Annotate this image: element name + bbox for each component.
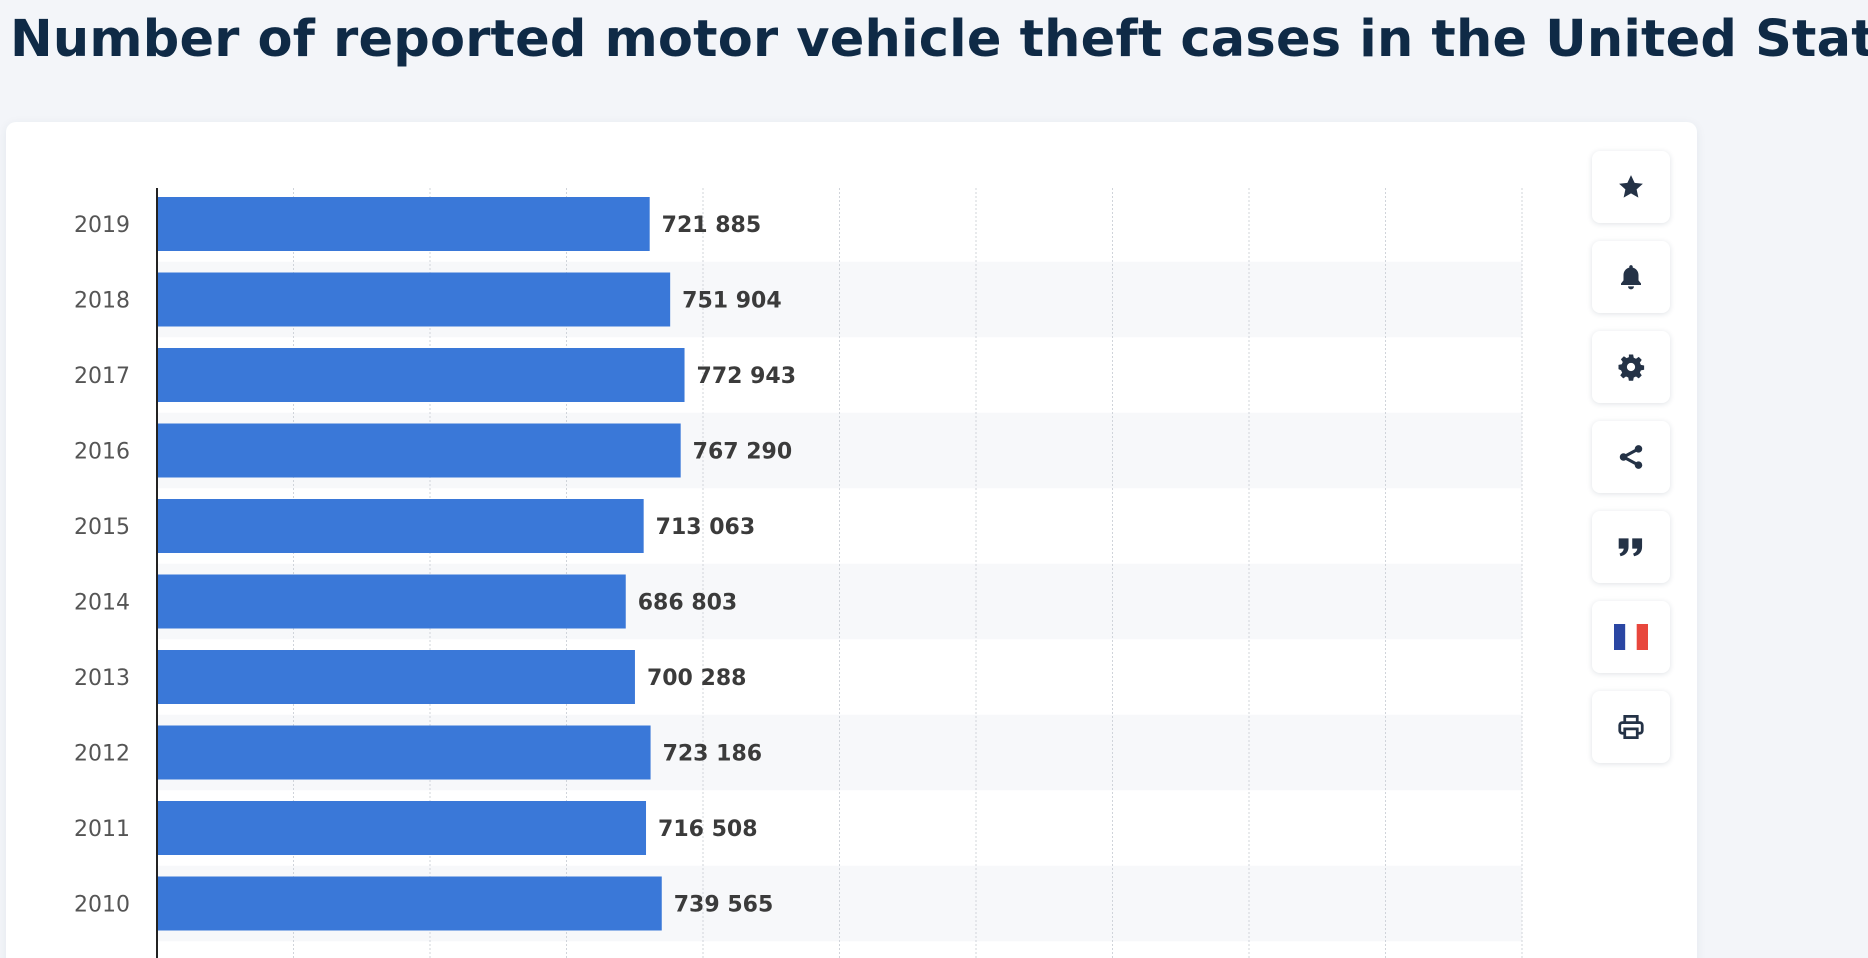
category-label: 2014 [74, 591, 130, 616]
bar-2018 [157, 272, 671, 327]
bar-2014 [157, 574, 626, 629]
bar-2015 [157, 499, 644, 553]
value-label: 700 288 [647, 666, 747, 691]
category-label: 2015 [74, 515, 130, 540]
value-label: 721 885 [662, 213, 762, 238]
value-label: 686 803 [638, 591, 738, 616]
category-label: 2019 [74, 213, 130, 238]
notifications-button[interactable] [1592, 241, 1670, 313]
gear-icon [1616, 352, 1646, 382]
language-button[interactable] [1592, 601, 1670, 673]
category-label: 2013 [74, 666, 130, 691]
cite-button[interactable] [1592, 511, 1670, 583]
value-label: 772 943 [697, 364, 797, 389]
category-label: 2016 [74, 440, 130, 465]
category-label: 2018 [74, 289, 130, 314]
value-label: 723 186 [663, 742, 763, 767]
bell-icon [1616, 262, 1646, 292]
share-icon [1616, 442, 1646, 472]
bar-2017 [157, 348, 685, 402]
star-icon [1616, 172, 1646, 202]
bar-2013 [157, 650, 635, 704]
bar-2010 [157, 876, 662, 931]
category-label: 2010 [74, 893, 130, 918]
print-button[interactable] [1592, 691, 1670, 763]
category-label: 2011 [74, 817, 130, 842]
share-button[interactable] [1592, 421, 1670, 493]
category-label: 2017 [74, 364, 130, 389]
bar-2012 [157, 725, 651, 780]
value-label: 716 508 [658, 817, 758, 842]
settings-button[interactable] [1592, 331, 1670, 403]
favorite-button[interactable] [1592, 151, 1670, 223]
category-label: 2012 [74, 742, 130, 767]
value-label: 751 904 [682, 289, 782, 314]
value-label: 713 063 [656, 515, 756, 540]
french-flag-icon [1614, 624, 1648, 650]
quote-icon [1615, 532, 1647, 562]
page-title: Number of reported motor vehicle theft c… [10, 10, 1868, 69]
value-label: 739 565 [674, 893, 774, 918]
print-icon [1616, 712, 1646, 742]
bar-2016 [157, 423, 681, 478]
bar-2011 [157, 801, 647, 855]
bar-2019 [157, 197, 650, 251]
value-label: 767 290 [693, 440, 793, 465]
chart-toolbar [1592, 151, 1670, 781]
